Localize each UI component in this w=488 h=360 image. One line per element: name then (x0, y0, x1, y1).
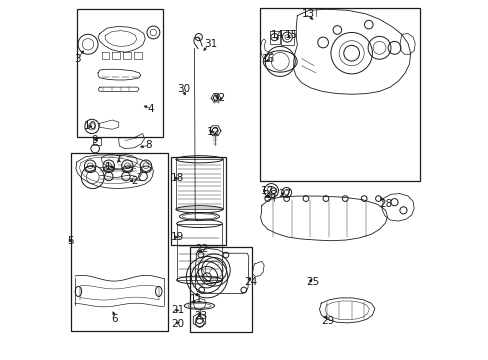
Text: 31: 31 (204, 39, 217, 49)
Text: 12: 12 (206, 127, 220, 137)
Text: 7: 7 (114, 156, 121, 165)
Bar (77, 9, 163, 137)
Bar (176, 224, 222, 280)
Bar (176, 159, 223, 209)
Bar (190, 247, 252, 332)
Text: 23: 23 (194, 311, 207, 321)
Text: 26: 26 (263, 190, 276, 200)
Text: 11: 11 (190, 294, 203, 303)
Text: 25: 25 (305, 277, 319, 287)
Text: 4: 4 (147, 104, 154, 113)
Text: 2: 2 (131, 176, 138, 186)
Text: 3: 3 (74, 54, 80, 64)
Text: 9: 9 (91, 135, 98, 145)
Bar (259, 8, 419, 181)
Text: 1: 1 (104, 162, 111, 172)
Text: 27: 27 (278, 189, 291, 199)
Text: 8: 8 (145, 140, 151, 150)
Text: 20: 20 (171, 319, 184, 329)
Text: 14: 14 (271, 30, 284, 40)
Text: 10: 10 (83, 121, 97, 131)
Text: 30: 30 (177, 84, 190, 94)
Text: 16: 16 (261, 54, 274, 64)
Text: 28: 28 (379, 199, 392, 209)
Text: 22: 22 (195, 244, 208, 253)
Text: 5: 5 (67, 236, 73, 246)
Text: 17: 17 (260, 186, 273, 196)
Text: 24: 24 (244, 277, 257, 287)
Bar (71, 153, 167, 331)
Text: 13: 13 (302, 9, 315, 19)
Text: 18: 18 (171, 173, 184, 183)
Bar (170, 157, 225, 245)
Text: 29: 29 (321, 316, 334, 326)
Text: 21: 21 (171, 305, 184, 315)
Text: 19: 19 (171, 232, 184, 242)
Text: 15: 15 (284, 30, 297, 40)
Text: 6: 6 (111, 314, 118, 324)
Text: 32: 32 (212, 93, 225, 103)
